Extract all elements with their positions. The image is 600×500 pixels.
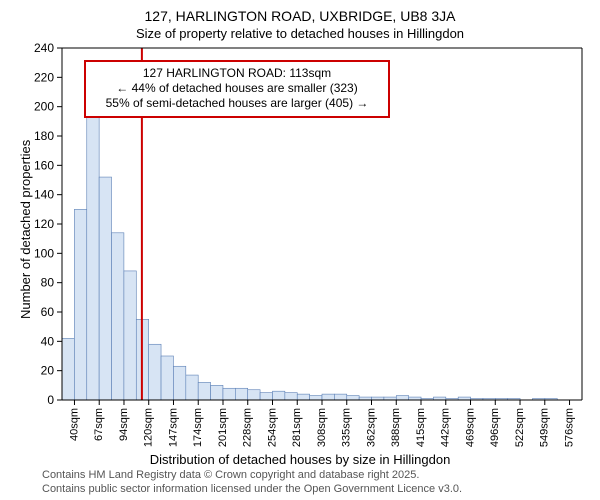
histogram-bar	[297, 394, 309, 400]
x-tick-label: 40sqm	[68, 408, 80, 441]
histogram-bar	[186, 375, 198, 400]
annotation-callout: 127 HARLINGTON ROAD: 113sqm ← 44% of det…	[84, 60, 390, 118]
histogram-bar	[248, 390, 260, 400]
x-tick-label: 67sqm	[93, 408, 105, 441]
chart-title: 127, HARLINGTON ROAD, UXBRIDGE, UB8 3JA	[0, 8, 600, 24]
y-tick-label: 140	[34, 188, 54, 202]
x-tick-label: 94sqm	[118, 408, 130, 441]
x-tick-label: 201sqm	[217, 408, 229, 447]
x-tick-label: 120sqm	[143, 408, 155, 447]
x-tick-label: 335sqm	[341, 408, 353, 447]
x-tick-label: 281sqm	[291, 408, 303, 447]
annotation-line-3: 55% of semi-detached houses are larger (…	[92, 96, 382, 111]
y-tick-label: 0	[47, 393, 54, 407]
chart-subtitle: Size of property relative to detached ho…	[0, 26, 600, 41]
x-tick-label: 254sqm	[266, 408, 278, 447]
y-tick-label: 240	[34, 43, 54, 55]
histogram-bar	[149, 344, 161, 400]
x-tick-label: 469sqm	[464, 408, 476, 447]
annotation-line-2: ← 44% of detached houses are smaller (32…	[92, 81, 382, 96]
footer-line-2: Contains public sector information licen…	[42, 482, 462, 496]
x-tick-label: 549sqm	[539, 408, 551, 447]
footer-line-1: Contains HM Land Registry data © Crown c…	[42, 468, 462, 482]
histogram-bar	[124, 271, 136, 400]
x-axis-label: Distribution of detached houses by size …	[0, 452, 600, 467]
y-tick-label: 20	[41, 364, 55, 378]
x-tick-label: 388sqm	[390, 408, 402, 447]
y-tick-label: 160	[34, 158, 54, 172]
histogram-bar	[235, 388, 247, 400]
x-tick-label: 496sqm	[489, 408, 501, 447]
histogram-bar	[112, 233, 124, 400]
histogram-bar	[334, 394, 346, 400]
histogram-bar	[260, 393, 272, 400]
histogram-bar	[62, 338, 74, 400]
y-tick-label: 60	[41, 305, 55, 319]
x-tick-label: 362sqm	[365, 408, 377, 447]
histogram-bar	[173, 366, 185, 400]
x-tick-label: 228sqm	[242, 408, 254, 447]
histogram-bar	[347, 396, 359, 400]
x-tick-label: 576sqm	[563, 408, 575, 447]
y-tick-label: 180	[34, 129, 54, 143]
y-tick-label: 200	[34, 100, 54, 114]
histogram-bar	[211, 385, 223, 400]
histogram-bar	[161, 356, 173, 400]
histogram-bar	[87, 113, 99, 400]
x-tick-label: 415sqm	[415, 408, 427, 447]
y-tick-label: 220	[34, 70, 54, 84]
y-tick-label: 120	[34, 217, 54, 231]
y-tick-label: 40	[41, 334, 55, 348]
x-tick-label: 442sqm	[440, 408, 452, 447]
histogram-bar	[99, 177, 111, 400]
chart-container: 127, HARLINGTON ROAD, UXBRIDGE, UB8 3JA …	[0, 0, 600, 500]
x-tick-label: 522sqm	[514, 408, 526, 447]
histogram-bar	[74, 209, 86, 400]
annotation-line-1: 127 HARLINGTON ROAD: 113sqm	[92, 66, 382, 81]
x-tick-label: 174sqm	[192, 408, 204, 447]
x-tick-label: 147sqm	[167, 408, 179, 447]
x-tick-label: 308sqm	[316, 408, 328, 447]
histogram-bar	[223, 388, 235, 400]
histogram-bar	[272, 391, 284, 400]
y-tick-label: 80	[41, 276, 55, 290]
histogram-bar	[322, 394, 334, 400]
histogram-bar	[285, 393, 297, 400]
histogram-bar	[198, 382, 210, 400]
chart-footer: Contains HM Land Registry data © Crown c…	[42, 468, 462, 497]
histogram-bar	[310, 396, 322, 400]
y-tick-label: 100	[34, 246, 54, 260]
histogram-bar	[396, 396, 408, 400]
